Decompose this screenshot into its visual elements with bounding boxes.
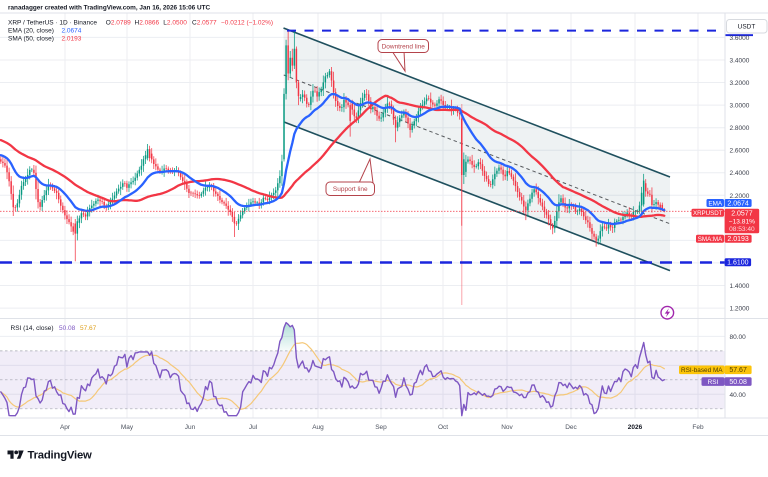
svg-text:3.4000: 3.4000: [730, 58, 750, 65]
svg-text:TradingView: TradingView: [28, 450, 93, 462]
svg-text:RSI-based MA: RSI-based MA: [681, 367, 723, 374]
svg-text:Jul: Jul: [249, 424, 258, 431]
svg-text:57.67: 57.67: [729, 367, 747, 374]
svg-text:Downtrend line: Downtrend line: [382, 43, 426, 50]
svg-text:ranadagger created with Tradin: ranadagger created with TradingView.com,…: [8, 5, 210, 12]
svg-text:3.0000: 3.0000: [730, 103, 750, 110]
svg-text:Jun: Jun: [185, 424, 196, 431]
svg-text:Apr: Apr: [60, 424, 71, 431]
svg-text:EMA: EMA: [708, 200, 723, 207]
svg-text:RSI (14, close) 50.08 57.67: RSI (14, close) 50.08 57.67: [11, 325, 97, 332]
svg-text:RSI: RSI: [708, 379, 719, 386]
svg-text:2.6000: 2.6000: [730, 148, 750, 155]
svg-text:EMA (20, close) 2.0674: EMA (20, close) 2.0674: [8, 27, 82, 34]
svg-text:1.6100: 1.6100: [727, 260, 749, 267]
svg-text:Dec: Dec: [565, 424, 577, 431]
svg-text:Aug: Aug: [312, 424, 324, 431]
svg-text:50.08: 50.08: [729, 379, 747, 386]
svg-text:2.2000: 2.2000: [730, 193, 750, 200]
svg-text:1.2000: 1.2000: [730, 306, 750, 313]
svg-text:80.00: 80.00: [730, 334, 747, 341]
svg-text:SMA (50, close) 2.0193: SMA (50, close) 2.0193: [8, 35, 82, 42]
svg-text:2.4000: 2.4000: [730, 170, 750, 177]
svg-text:SMA:MA: SMA:MA: [698, 236, 723, 243]
svg-text:May: May: [121, 424, 134, 431]
svg-text:2.0674: 2.0674: [727, 200, 749, 207]
svg-text:08:53:40: 08:53:40: [729, 226, 755, 233]
svg-text:XRPUSDT: XRPUSDT: [693, 210, 723, 217]
svg-text:USDT: USDT: [738, 24, 756, 31]
svg-text:2.0193: 2.0193: [727, 236, 749, 243]
svg-text:2.0577: 2.0577: [731, 211, 753, 218]
svg-text:40.00: 40.00: [730, 392, 747, 399]
svg-text:Oct: Oct: [438, 424, 448, 431]
svg-text:Support line: Support line: [333, 186, 368, 193]
svg-text:Sep: Sep: [375, 424, 387, 431]
svg-text:Feb: Feb: [692, 424, 704, 431]
svg-text:2026: 2026: [628, 424, 643, 431]
svg-text:3.2000: 3.2000: [730, 80, 750, 87]
svg-text:Nov: Nov: [501, 424, 513, 431]
svg-text:−13.81%: −13.81%: [729, 218, 755, 225]
svg-text:2.8000: 2.8000: [730, 125, 750, 132]
svg-text:3.6000: 3.6000: [730, 35, 750, 42]
svg-text:1.4000: 1.4000: [730, 283, 750, 290]
